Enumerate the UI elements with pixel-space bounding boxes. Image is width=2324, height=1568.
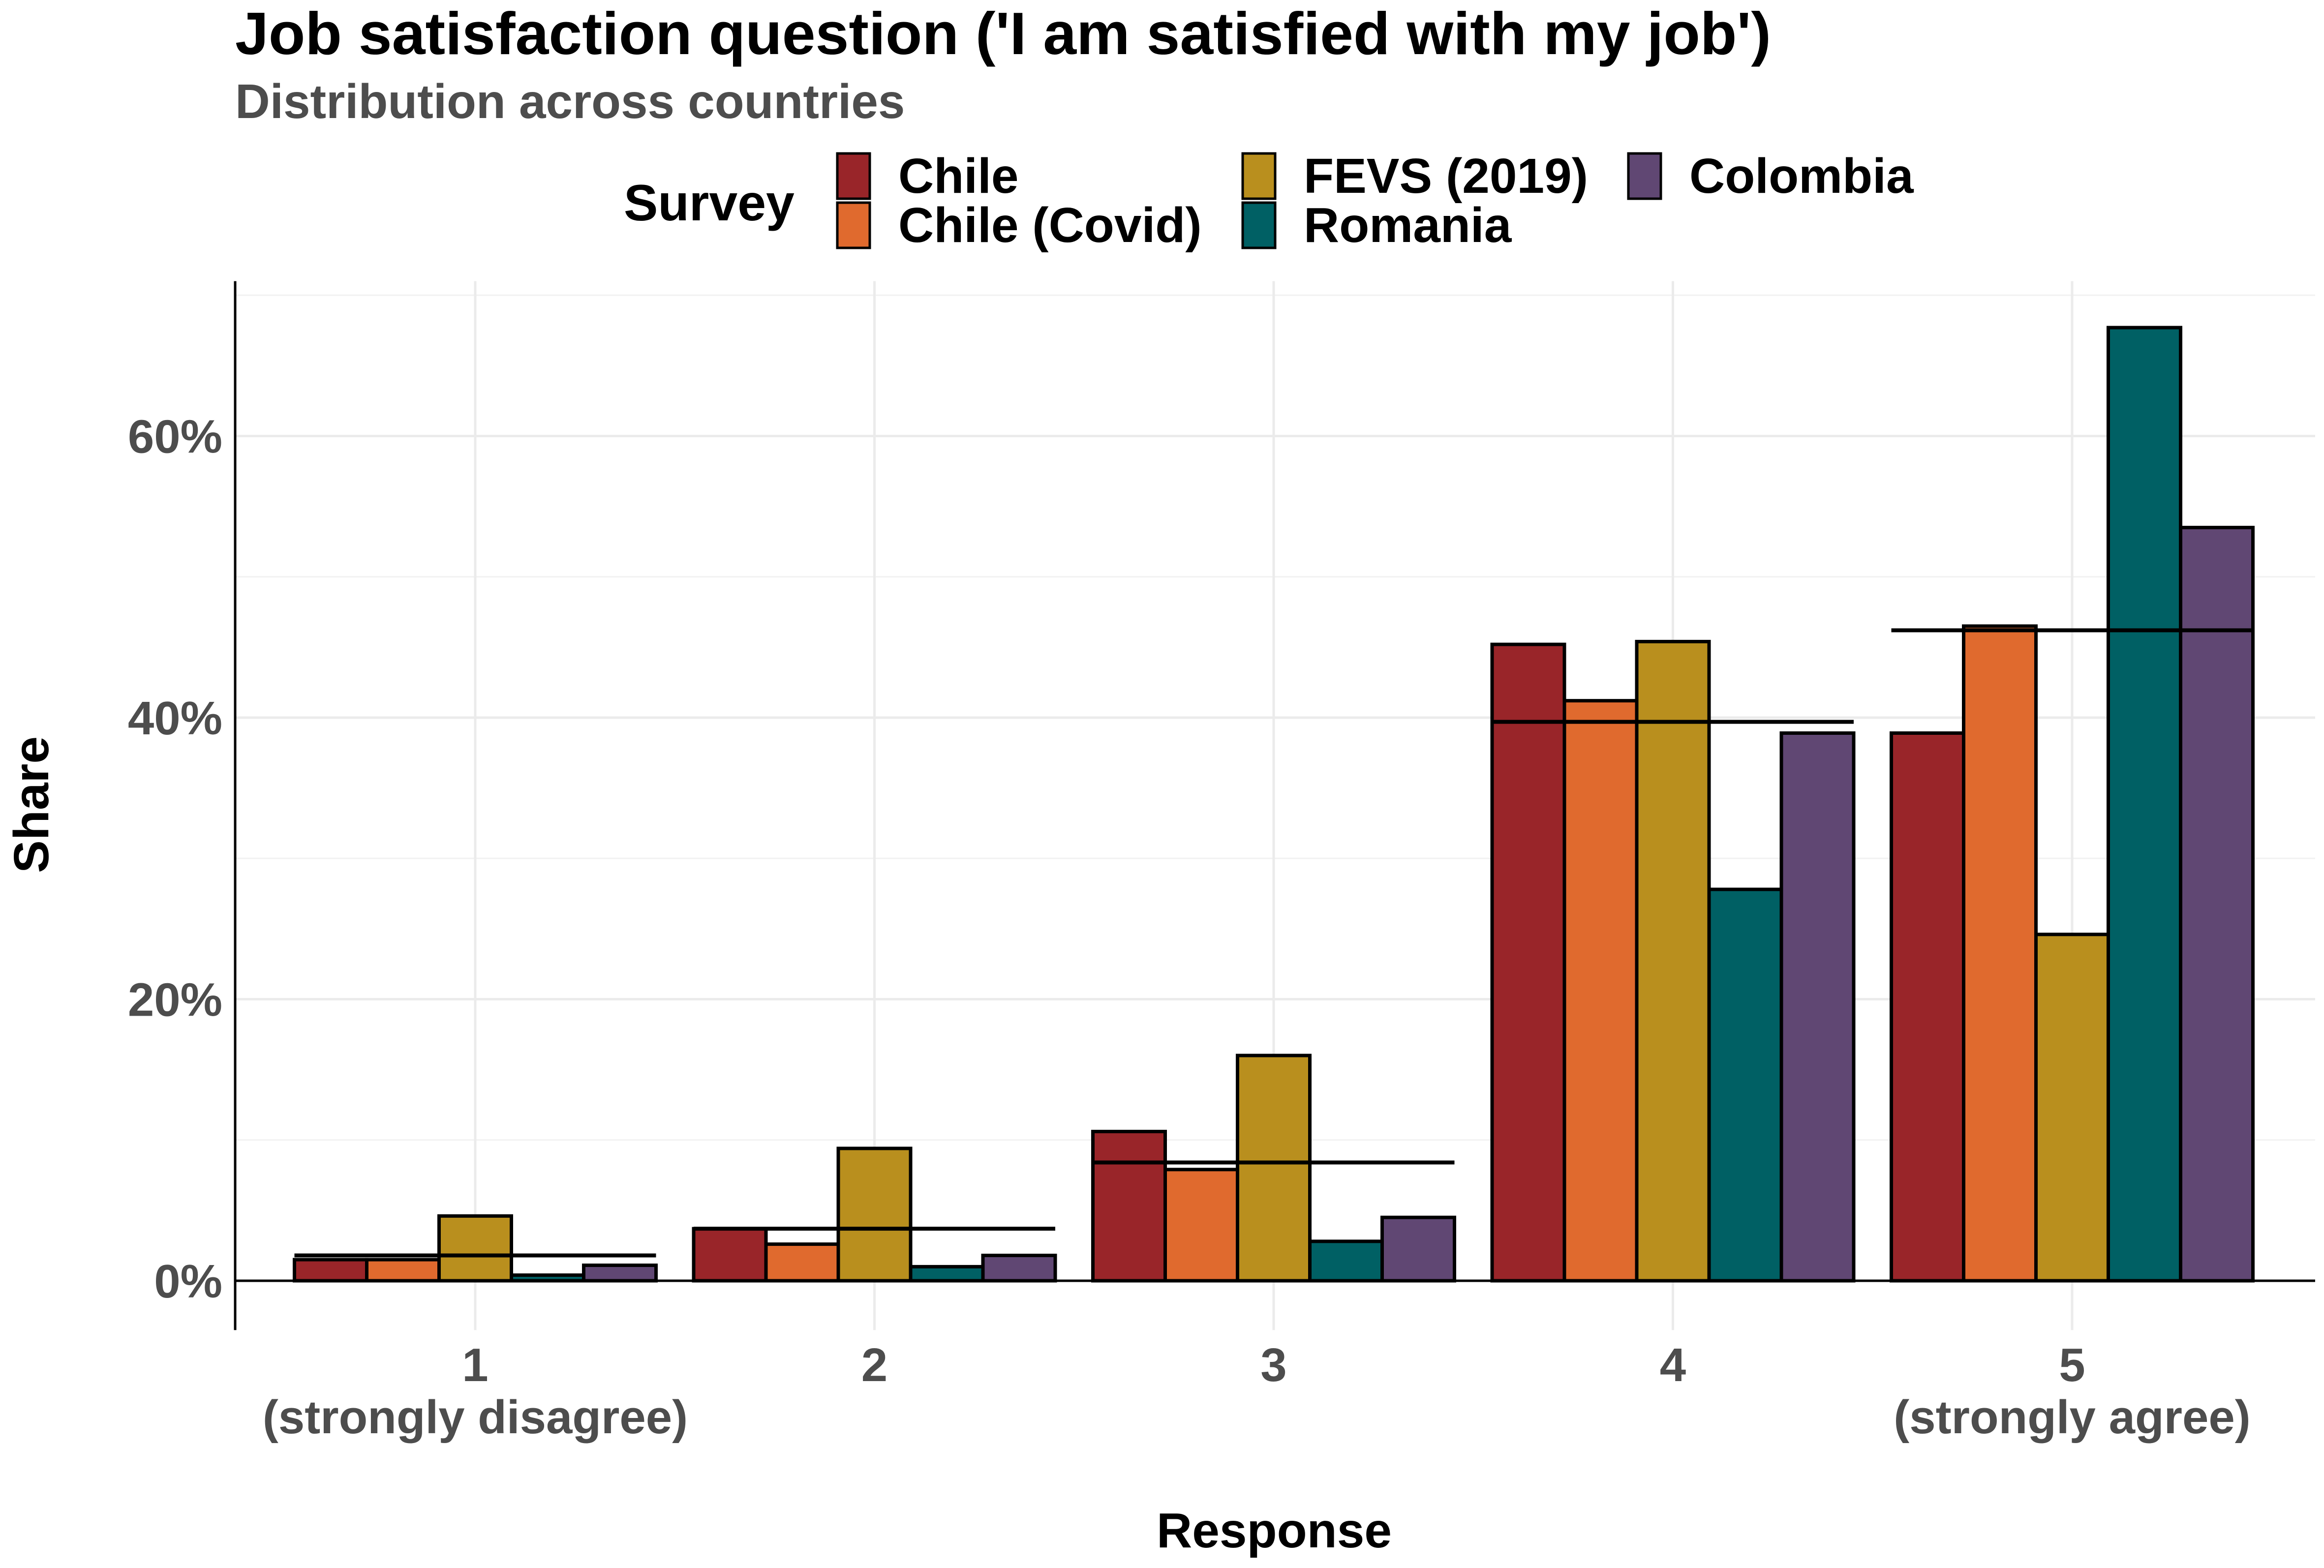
bar <box>1962 624 2038 1283</box>
y-axis-title: Share <box>4 736 59 873</box>
bar <box>2107 326 2182 1283</box>
x-tick-label: 5 <box>2059 1339 2085 1391</box>
legend-title: Survey <box>624 175 795 232</box>
bars <box>293 326 2255 1283</box>
y-tick-label: 20% <box>128 974 222 1026</box>
bar <box>437 1214 513 1283</box>
legend-swatch <box>1241 152 1277 200</box>
legend-label: FEVS (2019) <box>1304 149 1588 204</box>
legend-label: Romania <box>1304 198 1512 253</box>
legend-swatch <box>1627 152 1662 200</box>
y-tick-label: 40% <box>128 692 222 745</box>
bar <box>365 1258 441 1283</box>
legend-label: Chile <box>898 149 1018 204</box>
bar <box>1635 639 1711 1283</box>
bar <box>981 1253 1057 1283</box>
bar <box>909 1265 985 1283</box>
bar <box>764 1242 840 1283</box>
x-tick-label: 1 <box>462 1339 488 1391</box>
bar <box>2034 933 2110 1283</box>
x-tick-label: 4 <box>1660 1339 1686 1391</box>
axes <box>234 281 2315 1330</box>
legend-swatch <box>836 152 871 200</box>
bar <box>1236 1054 1312 1283</box>
bar <box>582 1264 658 1283</box>
bar <box>1091 1130 1167 1283</box>
legend-swatch <box>836 201 871 249</box>
x-tick-label: (strongly agree) <box>1894 1391 2250 1444</box>
bar <box>1707 887 1783 1283</box>
chart-subtitle: Distribution across countries <box>235 74 905 128</box>
bar <box>1380 1215 1456 1283</box>
bar <box>1308 1239 1384 1283</box>
x-axis-title: Response <box>1157 1503 1392 1558</box>
bar <box>1490 642 1566 1283</box>
tick-labels: 0% 20% 40% 60% 1(strongly disagree) 2 3 4 5(stro… <box>128 411 2251 1444</box>
bar <box>1562 699 1639 1283</box>
bar <box>1163 1168 1239 1283</box>
bar <box>1890 731 1965 1283</box>
bar <box>1779 731 1856 1283</box>
x-tick-label: 3 <box>1260 1339 1286 1391</box>
legend-label: Colombia <box>1689 149 1914 204</box>
bar <box>293 1258 368 1283</box>
bar <box>692 1227 768 1283</box>
bar <box>2179 526 2255 1283</box>
legend-label: Chile (Covid) <box>898 198 1202 253</box>
mean-lines <box>294 628 2253 1258</box>
y-tick-label: 0% <box>154 1255 222 1308</box>
chart-title: Job satisfaction question ('I am satisfi… <box>235 0 1771 67</box>
x-tick-label: (strongly disagree) <box>263 1391 688 1444</box>
y-tick-label: 60% <box>128 411 222 463</box>
x-tick-label: 2 <box>861 1339 887 1391</box>
bar <box>836 1146 913 1283</box>
legend-swatch <box>1241 201 1277 249</box>
